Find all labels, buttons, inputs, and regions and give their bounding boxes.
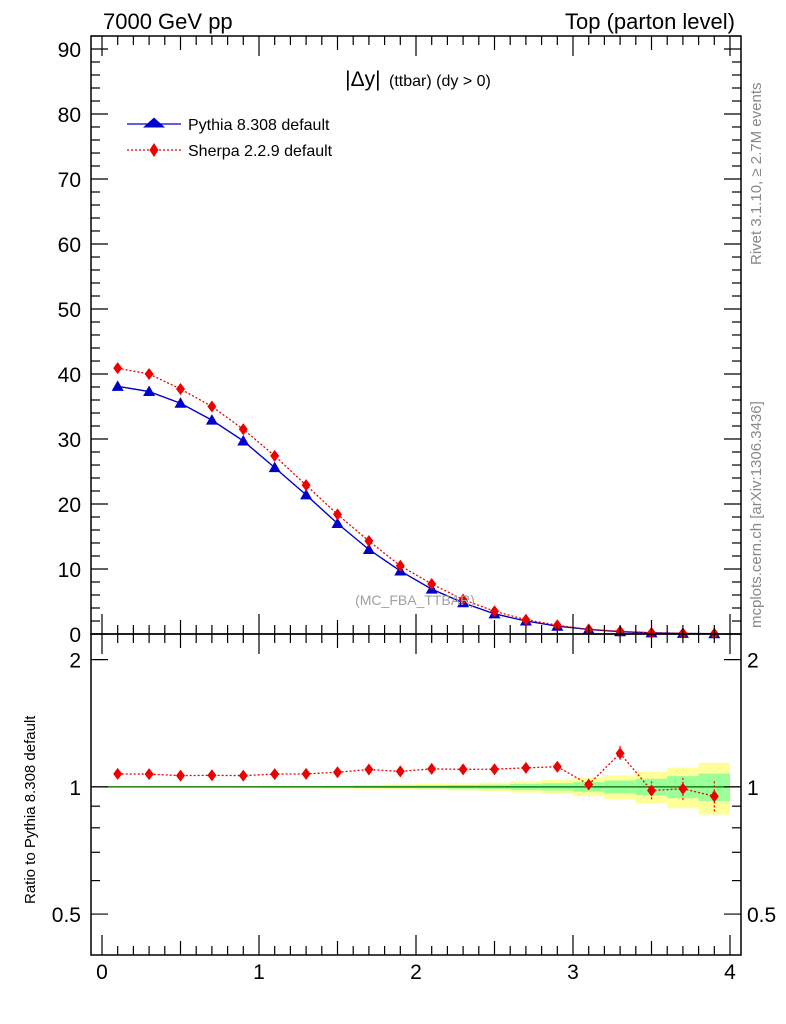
pythia-point xyxy=(174,397,187,408)
ratio-ylabel: Ratio to Pythia 8.308 default xyxy=(22,715,39,904)
xtick-label: 3 xyxy=(567,961,579,984)
ratio-sherpa-point xyxy=(678,782,688,795)
ratio-sherpa-point xyxy=(270,768,280,781)
rivet-label: Rivet 3.1.10, ≥ 2.7M events xyxy=(748,83,765,266)
xtick-label: 2 xyxy=(410,961,422,984)
main-ytick-label: 70 xyxy=(58,169,81,192)
mcplots-label: mcplots.cern.ch [arXiv:1306.3436] xyxy=(748,401,765,628)
ratio-sherpa-point xyxy=(490,763,500,776)
xtick-label: 0 xyxy=(96,961,108,984)
legend: Pythia 8.308 default Sherpa 2.2.9 defaul… xyxy=(127,117,333,160)
sherpa-point xyxy=(144,368,154,380)
sherpa-point xyxy=(113,362,123,375)
watermark: (MC_FBA_TTBAR) xyxy=(355,592,475,608)
sherpa-point xyxy=(521,613,531,626)
ratio-sherpa-point xyxy=(332,766,342,779)
main-ytick-label: 0 xyxy=(69,624,81,647)
legend-label-sherpa: Sherpa 2.2.9 default xyxy=(188,143,333,160)
ratio-sherpa-point xyxy=(552,760,562,773)
legend-label-pythia: Pythia 8.308 default xyxy=(188,117,330,134)
ratio-sherpa-point xyxy=(175,769,185,782)
ratio-sherpa-point xyxy=(709,790,719,803)
ratio-sherpa-point xyxy=(144,768,154,781)
plot-title-sub: (ttbar) (dy > 0) xyxy=(389,73,491,90)
sherpa-point xyxy=(395,559,405,572)
ratio-sherpa-point xyxy=(301,767,311,780)
sherpa-point xyxy=(238,423,248,436)
main-ytick-label: 50 xyxy=(58,299,81,322)
ratio-ytick-label: 0.5 xyxy=(52,904,81,927)
pythia-point xyxy=(300,488,313,500)
main-ytick-label: 60 xyxy=(58,234,81,257)
pythia-point xyxy=(362,543,375,554)
main-ytick-label: 80 xyxy=(58,104,81,127)
ratio-sherpa-point xyxy=(615,747,625,760)
sherpa-point xyxy=(270,449,280,462)
ratio-ytick-label: 1 xyxy=(69,777,81,800)
main-ytick-label: 30 xyxy=(58,429,81,452)
ratio-ytick-label-right: 2 xyxy=(747,650,759,673)
ratio-ytick-label: 2 xyxy=(69,650,81,673)
ratio-sherpa-point xyxy=(364,763,374,776)
ratio-sherpa-point xyxy=(584,778,594,791)
ratio-sherpa-point xyxy=(113,767,123,780)
header-right: Top (parton level) xyxy=(565,9,735,34)
ratio-panel: 0 1 2 3 4 0.5 0.5 1 1 2 2 Ratio to Pythia 8.308 de… xyxy=(22,633,776,984)
xtick-label: 1 xyxy=(253,961,265,984)
ratio-ytick-label-right: 1 xyxy=(747,777,759,800)
sherpa-point xyxy=(427,577,437,590)
ratio-sherpa-point xyxy=(207,769,217,782)
pythia-point xyxy=(331,517,344,528)
pythia-point xyxy=(237,434,250,446)
legend-entry-sherpa: Sherpa 2.2.9 default xyxy=(127,143,333,160)
ratio-sherpa-point xyxy=(395,765,405,778)
plot-title-main: |Δy| xyxy=(345,68,380,91)
pythia-point xyxy=(205,414,218,425)
sherpa-point xyxy=(490,605,500,618)
ratio-sherpa-point xyxy=(521,761,531,774)
main-ytick-label: 20 xyxy=(58,494,81,517)
pythia-point xyxy=(268,461,281,473)
main-panel: 0 10 20 30 40 50 60 70 80 90 |Δy| (ttbar) (dy > 0… xyxy=(58,35,742,647)
ratio-sherpa-point xyxy=(238,769,248,782)
pythia-point xyxy=(111,380,124,391)
xtick-label: 4 xyxy=(724,961,736,984)
sherpa-point xyxy=(175,382,185,395)
ratio-sherpa-point xyxy=(458,763,468,776)
ratio-ytick-label-right: 0.5 xyxy=(747,904,776,927)
legend-entry-pythia: Pythia 8.308 default xyxy=(127,117,330,134)
main-ytick-label: 90 xyxy=(58,39,81,62)
sherpa-line xyxy=(117,367,715,635)
plot-title: |Δy| (ttbar) (dy > 0) xyxy=(345,68,491,91)
sherpa-point xyxy=(301,479,311,492)
sherpa-point xyxy=(364,535,374,548)
ratio-sherpa-point xyxy=(647,784,657,797)
ratio-sherpa-point xyxy=(427,762,437,775)
header-left: 7000 GeV pp xyxy=(103,9,233,34)
main-ytick-label: 10 xyxy=(58,559,81,582)
sherpa-point xyxy=(332,508,342,521)
main-ytick-label: 40 xyxy=(58,364,81,387)
pythia-point xyxy=(143,385,156,397)
ratio-sherpa-line xyxy=(117,752,715,797)
sherpa-point xyxy=(458,593,468,606)
sherpa-point xyxy=(207,400,217,413)
